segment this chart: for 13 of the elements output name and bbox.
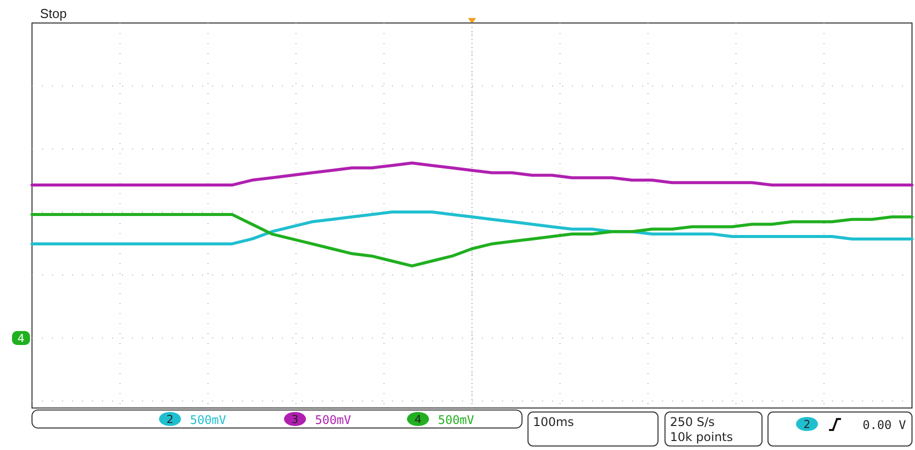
text: 500mV xyxy=(190,413,226,427)
text: 4 xyxy=(414,413,422,426)
text: 2 xyxy=(804,418,810,431)
ground-marker: 4 xyxy=(12,331,30,345)
text: 3 xyxy=(292,413,298,426)
text: 500mV xyxy=(315,413,352,427)
text: 250 S/s xyxy=(670,415,715,429)
text: 10k points xyxy=(670,430,733,444)
text: 2 xyxy=(166,413,174,426)
text: 100ms xyxy=(533,415,574,429)
text: 0.00 V xyxy=(862,418,906,432)
text: 500mV xyxy=(438,413,474,427)
text: Stop xyxy=(40,6,67,21)
